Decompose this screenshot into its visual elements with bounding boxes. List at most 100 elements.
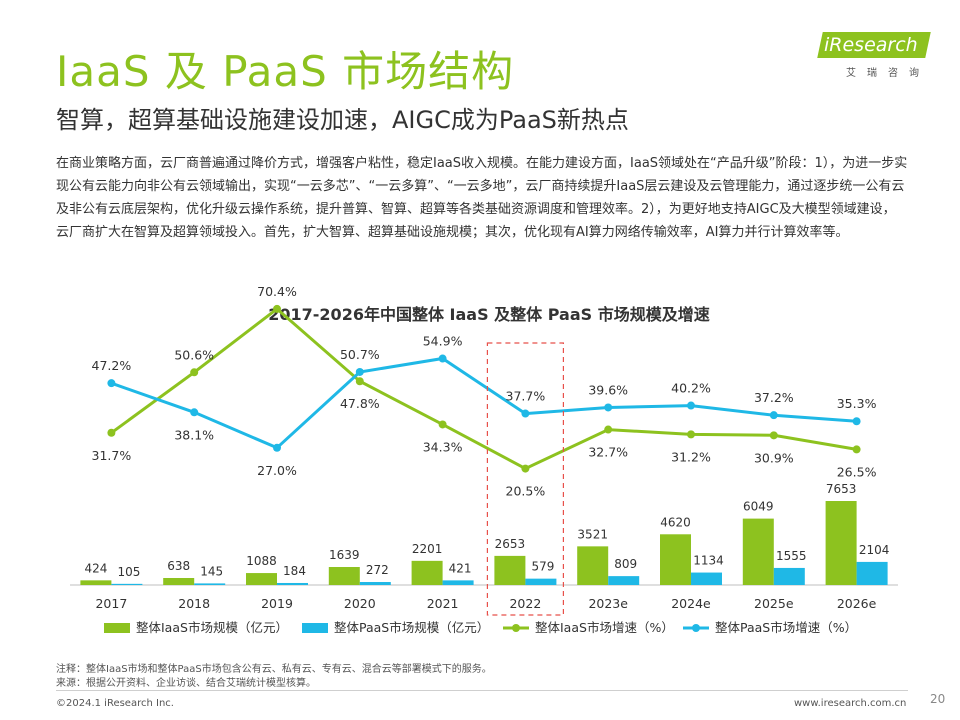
iaas-growth-point — [769, 431, 778, 440]
x-tick-label: 2025e — [754, 596, 794, 611]
paas-growth-point — [604, 403, 613, 412]
iaas-bar-label: 1639 — [329, 548, 360, 562]
footer-divider — [56, 690, 908, 691]
x-tick-label: 2020 — [344, 596, 376, 611]
iaas-growth-point — [687, 430, 695, 439]
iaas-growth-label: 47.8% — [340, 396, 380, 411]
iaas-bar — [494, 555, 526, 585]
paas-growth-point — [190, 408, 199, 417]
iaas-bar — [246, 573, 277, 585]
paas-growth-label: 37.2% — [754, 390, 794, 405]
paas-growth-point — [769, 411, 778, 420]
paas-bar-label: 2104 — [859, 543, 890, 557]
logo-subtext: 艾瑞咨询 — [846, 68, 930, 79]
iaas-bar-label: 1088 — [246, 554, 277, 568]
paas-bar — [773, 567, 805, 585]
iaas-bar — [660, 534, 691, 585]
body-paragraph: 在商业策略方面，云厂商普遍通过降价方式，增强客户粘性，稳定IaaS收入规模。在能… — [56, 156, 908, 240]
footer-website: www.iresearch.com.cn — [794, 698, 907, 709]
paas-bar-label: 272 — [366, 563, 389, 577]
iaas-bar-label: 3521 — [577, 527, 608, 541]
iaas-growth-label: 32.7% — [588, 445, 628, 460]
page-subtitle: 智算，超算基础设施建设加速，AIGC成为PaaS新热点 — [56, 106, 629, 134]
paas-growth-label: 50.7% — [340, 347, 380, 362]
iaas-growth-label: 30.9% — [754, 450, 794, 465]
legend-paas-line-label: 整体PaaS市场增速（%） — [715, 620, 857, 635]
legend-iaas-line-marker — [512, 624, 520, 632]
paas-growth-label: 35.3% — [837, 396, 877, 411]
highlight-box-2022 — [486, 342, 564, 616]
iaas-bar — [163, 577, 195, 585]
paas-bar — [111, 583, 143, 585]
paas-growth-point — [273, 443, 281, 452]
paas-growth-label: 38.1% — [174, 427, 214, 442]
iaas-growth-label: 70.4% — [257, 284, 297, 299]
iaas-growth-label: 26.5% — [837, 464, 877, 479]
iaas-growth-label: 20.5% — [506, 484, 546, 499]
paas-bar-label: 809 — [614, 557, 637, 571]
chart-title: 2017-2026年中国整体 IaaS 及整体 PaaS 市场规模及增速 — [268, 305, 709, 324]
iaas-growth-label: 31.2% — [671, 449, 711, 464]
iaas-growth-label: 50.6% — [174, 347, 214, 362]
chart-note: 注释：整体IaaS市场和整体PaaS市场包含公有云、私有云、专有云、混合云等部署… — [56, 664, 492, 675]
paas-bar-label: 1555 — [776, 549, 807, 563]
paas-growth-label: 27.0% — [257, 463, 297, 478]
paas-bar-label: 145 — [200, 564, 223, 578]
paas-bar-label: 1134 — [693, 554, 724, 568]
x-tick-label: 2019 — [261, 596, 293, 611]
legend-iaas-bar-label: 整体IaaS市场规模（亿元） — [136, 620, 288, 635]
iaas-bar — [742, 518, 774, 585]
iaas-bar — [577, 546, 609, 585]
iaas-growth-point — [190, 368, 199, 377]
iaas-bar-label: 2653 — [495, 537, 526, 551]
iaas-growth-point — [273, 304, 281, 313]
iaas-bar-label: 4620 — [660, 515, 691, 529]
paas-bar-label: 421 — [449, 561, 472, 575]
paas-bar — [608, 576, 640, 585]
iaas-bar-label: 6049 — [743, 500, 774, 514]
paas-bar — [194, 583, 226, 585]
paas-growth-label: 40.2% — [671, 381, 711, 396]
paas-bar-label: 105 — [117, 565, 140, 579]
page-title: IaaS 及 PaaS 市场结构 — [56, 47, 515, 96]
iaas-bar-label: 424 — [84, 561, 107, 575]
paas-growth-label: 39.6% — [588, 382, 628, 397]
paas-bar — [691, 572, 722, 585]
legend-paas-bar-label: 整体PaaS市场规模（亿元） — [334, 620, 489, 635]
iaas-growth-point — [107, 428, 116, 437]
paas-bar — [525, 578, 557, 585]
paas-growth-label: 47.2% — [92, 358, 132, 373]
iaas-bar-label: 7653 — [826, 482, 857, 496]
x-tick-label: 2023e — [588, 596, 628, 611]
legend-iaas-bar-swatch — [104, 623, 130, 633]
iaas-growth-line — [110, 306, 857, 471]
paas-bar — [277, 582, 308, 585]
iaas-growth-point — [852, 445, 861, 454]
paas-growth-label: 37.7% — [506, 389, 546, 404]
paas-growth-point — [852, 417, 861, 426]
iresearch-logo: iResearch 艾瑞咨询 — [817, 32, 931, 84]
x-tick-label: 2018 — [178, 596, 210, 611]
paas-bar-label: 579 — [531, 560, 554, 574]
iaas-bar — [411, 560, 443, 585]
page-number: 20 — [930, 692, 946, 706]
iaas-bar-label: 2201 — [412, 542, 443, 556]
paas-growth-point — [355, 367, 364, 376]
paas-growth-point — [687, 401, 695, 410]
paas-bar — [359, 582, 391, 585]
x-tick-label: 2024e — [671, 596, 711, 611]
paas-growth-point — [107, 379, 116, 388]
iaas-growth-label: 34.3% — [423, 439, 463, 454]
x-tick-label: 2021 — [427, 596, 459, 611]
legend-paas-line-marker — [692, 624, 700, 632]
x-tick-label: 2017 — [95, 596, 127, 611]
iaas-growth-point — [355, 377, 364, 386]
paas-growth-point — [521, 409, 530, 418]
iaas-bar — [328, 567, 360, 585]
paas-growth-label: 54.9% — [423, 334, 463, 349]
paas-growth-point — [438, 354, 447, 363]
paas-bar — [442, 580, 474, 585]
iaas-growth-point — [604, 425, 613, 434]
x-tick-label: 2026e — [837, 596, 877, 611]
paas-bar — [856, 561, 888, 585]
